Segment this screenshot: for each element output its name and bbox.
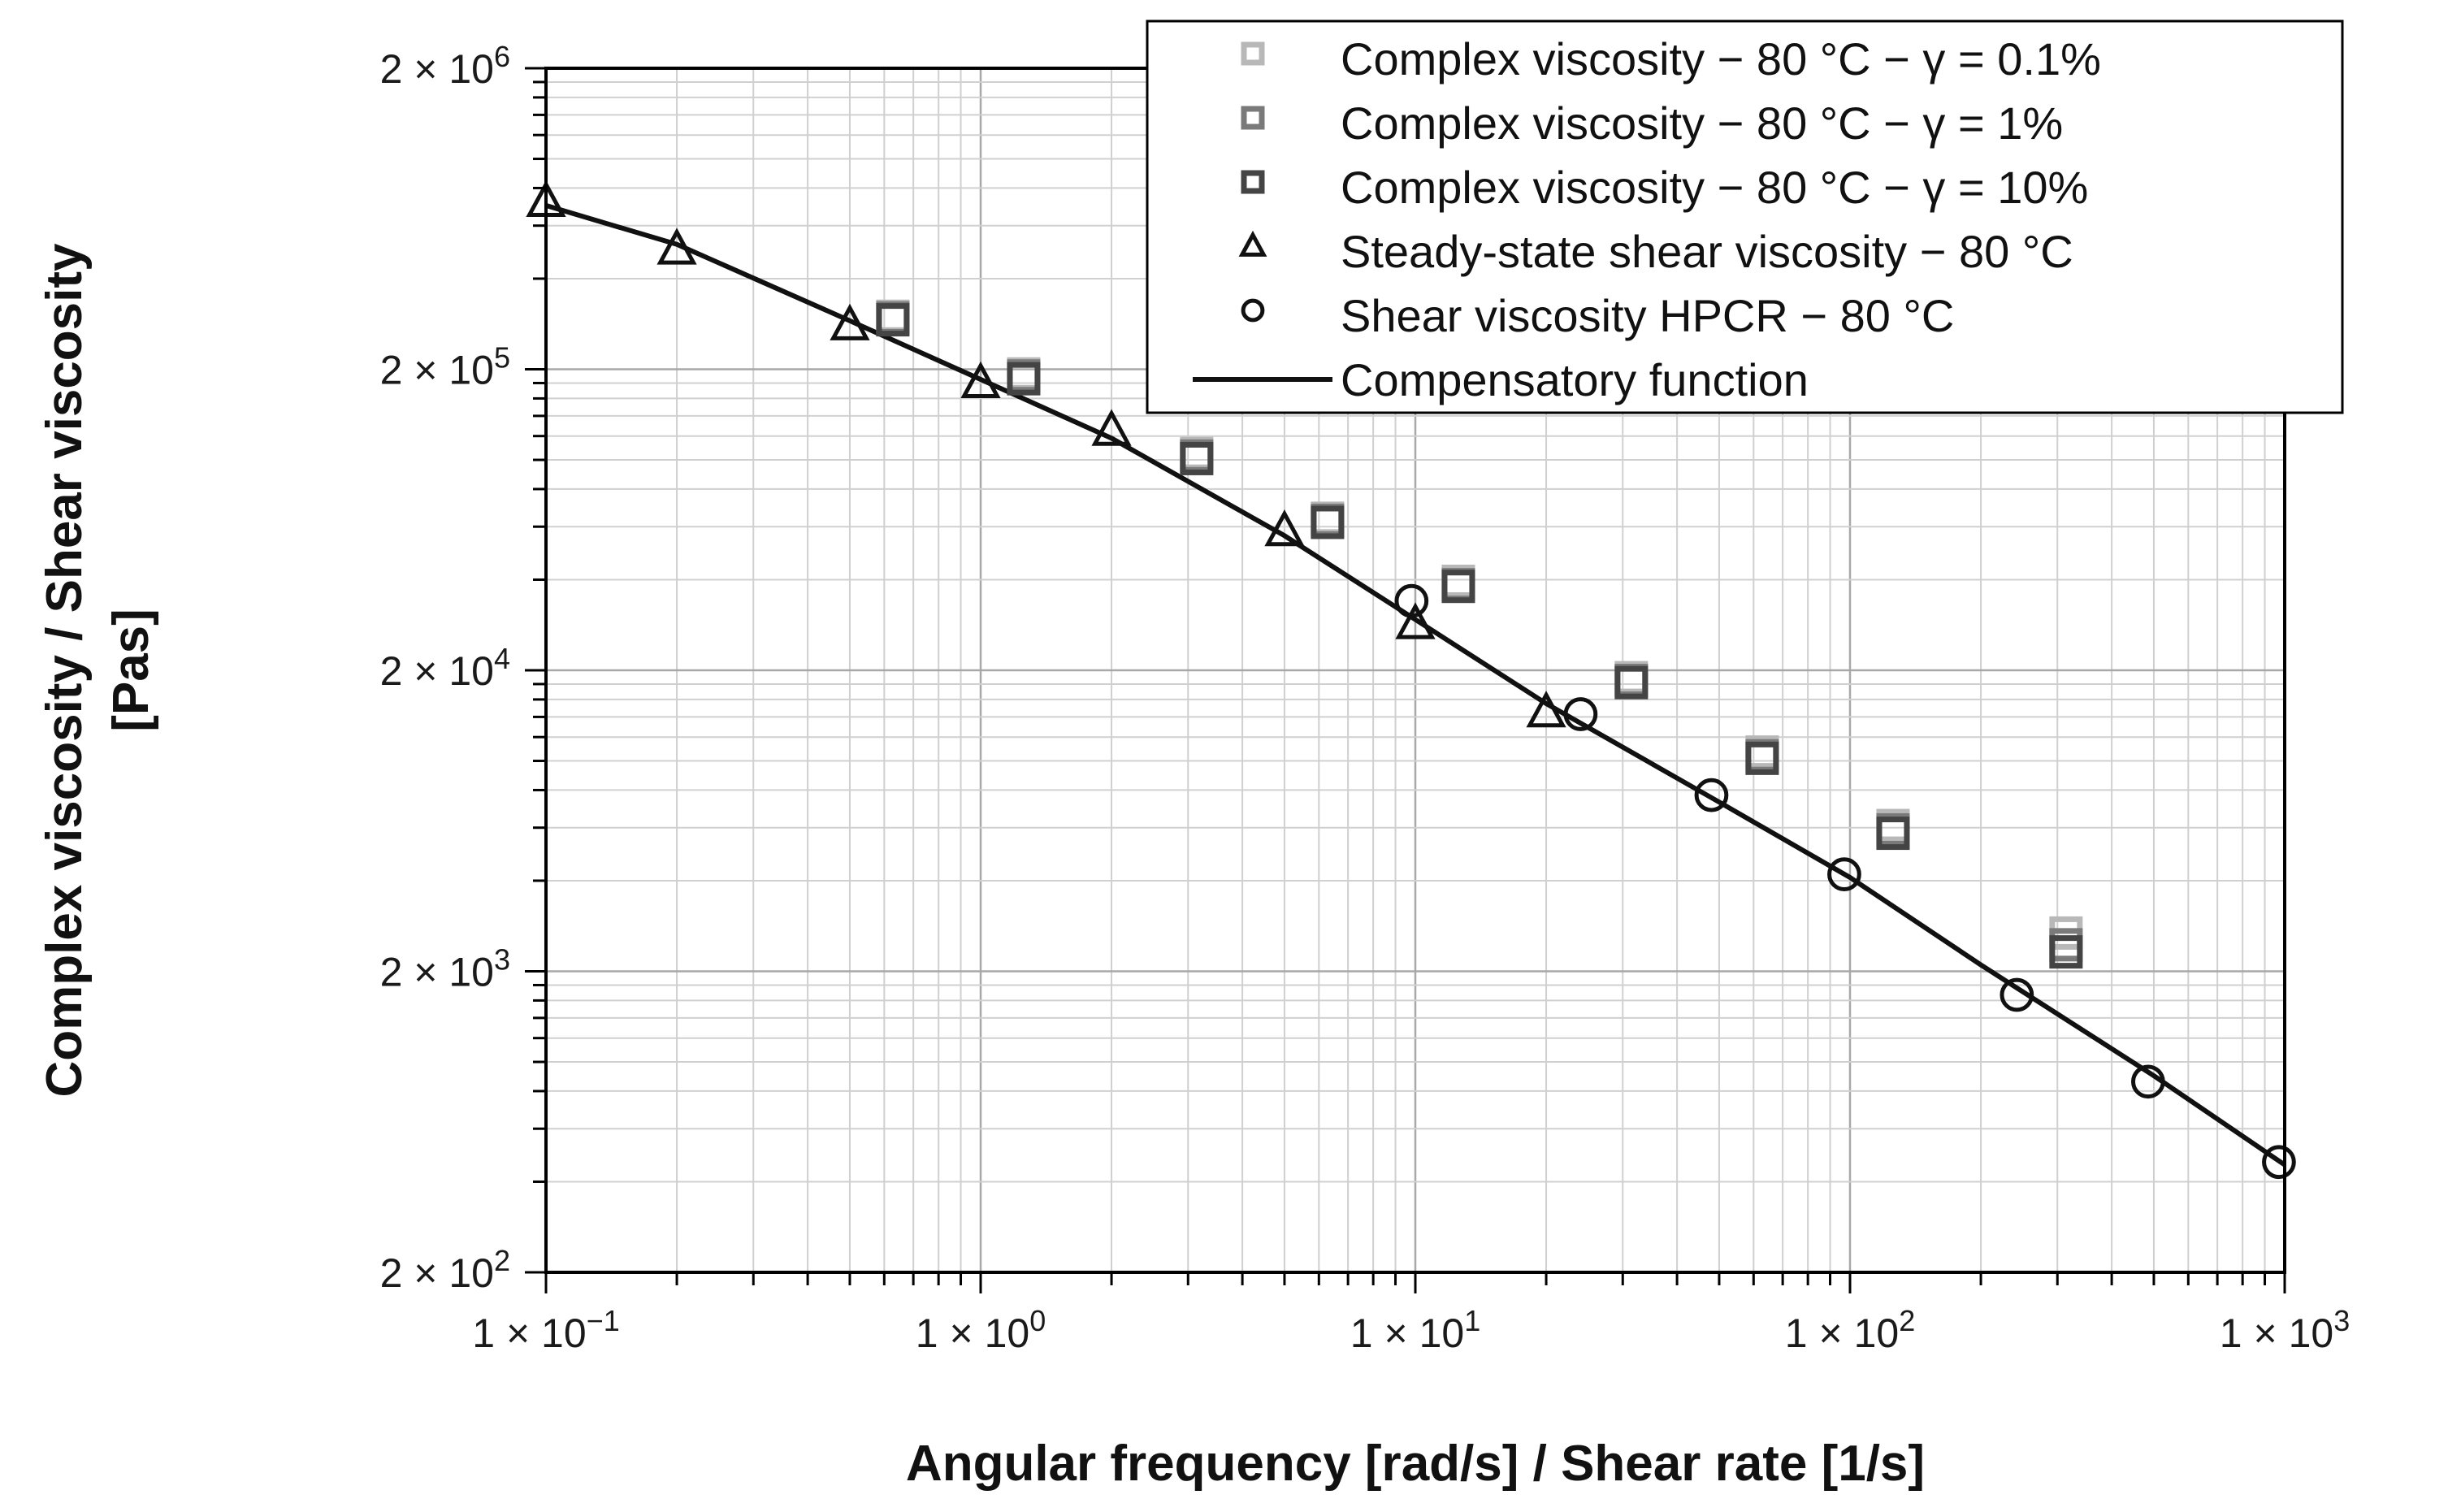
hpcr-shear-viscosity-point bbox=[1827, 857, 1861, 891]
y-axis-title-line1: Complex viscosity / Shear viscosity bbox=[37, 243, 93, 1098]
legend-circle-marker bbox=[1241, 298, 1265, 323]
fit-line-layer bbox=[545, 203, 2286, 1168]
steady-state-shear-viscosity-point bbox=[1395, 602, 1436, 639]
legend-entry-label: Compensatory function bbox=[1341, 354, 1809, 405]
complex-viscosity-point bbox=[1180, 441, 1214, 475]
x-tick-label: 1 × 100 bbox=[916, 1304, 1046, 1356]
legend-square-marker bbox=[1241, 170, 1265, 194]
hpcr-shear-viscosity-point bbox=[2000, 977, 2034, 1012]
hpcr-shear-viscosity-point bbox=[2262, 1145, 2296, 1180]
hpcr-shear-viscosity-point bbox=[2131, 1064, 2165, 1099]
axis-title-layer: Angular frequency [rad/s] / Shear rate [… bbox=[37, 243, 1925, 1492]
legend-entry-label: Complex viscosity − 80 °C − γ = 10% bbox=[1341, 162, 2088, 213]
x-tick-label: 1 × 101 bbox=[1350, 1304, 1480, 1356]
legend-box bbox=[1146, 19, 2344, 414]
tick-label-layer: 1 × 10−1 1 × 100 1 × 101 1 × 102 1 × 103 2 × … bbox=[380, 40, 2351, 1356]
complex-viscosity-point bbox=[1441, 570, 1475, 604]
compensatory-function-line bbox=[545, 203, 2286, 1168]
legend-entry-label: Shear viscosity HPCR − 80 °C bbox=[1341, 290, 1954, 341]
complex-viscosity-point bbox=[1745, 741, 1779, 775]
complex-viscosity-point bbox=[1311, 505, 1345, 539]
steady-state-shear-viscosity-point bbox=[1264, 509, 1305, 547]
x-tick-label: 1 × 102 bbox=[1785, 1304, 1915, 1356]
steady-state-shear-viscosity-point bbox=[960, 361, 1001, 399]
legend-square-marker bbox=[1241, 41, 1265, 66]
hpcr-shear-viscosity-point bbox=[1394, 583, 1429, 618]
legend-entry-label: Complex viscosity − 80 °C − γ = 0.1% bbox=[1341, 33, 2101, 84]
hpcr-shear-viscosity-point bbox=[1694, 778, 1729, 812]
steady-state-shear-viscosity-point bbox=[1526, 691, 1566, 728]
steady-state-shear-viscosity-point bbox=[656, 227, 697, 265]
complex-viscosity-point bbox=[876, 303, 910, 337]
x-tick-label: 1 × 10−1 bbox=[472, 1304, 619, 1356]
y-axis-title-line2: [Pas] bbox=[103, 609, 159, 732]
y-tick-label: 2 × 105 bbox=[380, 341, 510, 393]
x-axis-title: Angular frequency [rad/s] / Shear rate [… bbox=[906, 1436, 1925, 1492]
steady-state-shear-viscosity-point bbox=[830, 303, 870, 340]
complex-viscosity-point bbox=[1614, 665, 1649, 700]
y-tick-label: 2 × 102 bbox=[380, 1244, 510, 1296]
x-tick-label: 1 × 103 bbox=[2220, 1304, 2350, 1356]
legend: Complex viscosity − 80 °C − γ = 0.1% Comp… bbox=[1146, 19, 2344, 414]
y-tick-label: 2 × 104 bbox=[380, 642, 510, 694]
data-points-layer bbox=[526, 180, 2296, 1180]
complex-viscosity-point bbox=[1007, 362, 1041, 396]
legend-square-marker bbox=[1241, 106, 1265, 130]
y-tick-label: 2 × 106 bbox=[380, 40, 510, 92]
legend-entry-label: Steady-state shear viscosity − 80 °C bbox=[1341, 226, 2073, 277]
steady-state-shear-viscosity-point bbox=[1091, 409, 1132, 446]
complex-viscosity-point bbox=[1876, 817, 1910, 851]
hpcr-shear-viscosity-point bbox=[1563, 697, 1598, 731]
y-tick-label: 2 × 103 bbox=[380, 943, 510, 995]
legend-triangle-marker bbox=[1238, 230, 1267, 257]
legend-entry-label: Complex viscosity − 80 °C − γ = 1% bbox=[1341, 97, 2063, 149]
complex-viscosity-point bbox=[2049, 935, 2083, 969]
